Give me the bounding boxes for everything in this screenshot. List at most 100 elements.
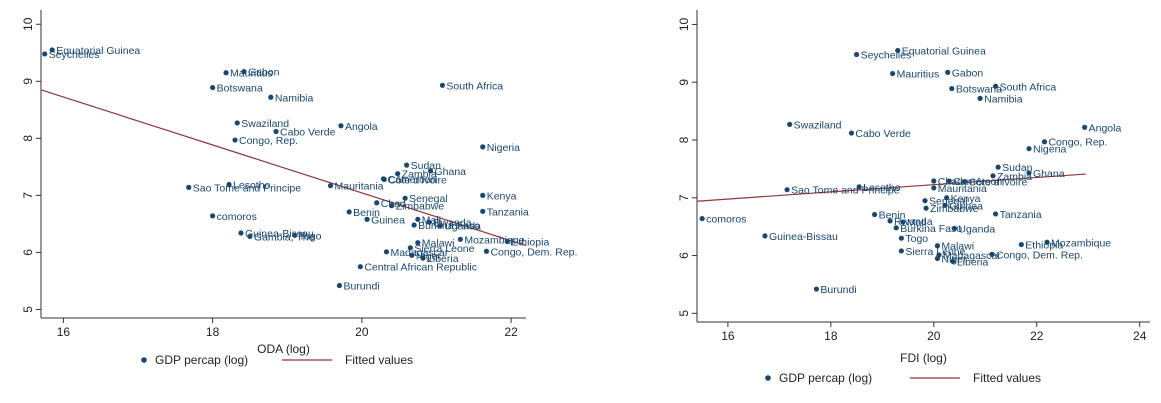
data-point	[234, 120, 240, 126]
point-label: Liberia	[957, 256, 989, 268]
data-point	[1044, 239, 1050, 245]
point-label: Congo, Rep.	[1048, 137, 1107, 149]
point-label: Sierra Leone	[414, 243, 474, 255]
x-tick-label: 22	[1030, 329, 1044, 343]
data-point	[1018, 241, 1024, 248]
point-label: Sudan	[1002, 162, 1033, 174]
data-point	[411, 222, 417, 228]
point-label: Angola	[345, 121, 378, 133]
y-tick-label: 10	[21, 17, 35, 31]
point-label: Malawi	[941, 241, 974, 253]
point-label: Burkina Faso	[418, 220, 480, 232]
data-point	[381, 176, 387, 182]
data-point	[942, 202, 948, 208]
data-point	[407, 245, 413, 251]
data-point	[223, 70, 229, 76]
data-point	[995, 164, 1001, 170]
y-tick-label: 9	[677, 79, 691, 86]
data-point	[336, 282, 343, 289]
data-point	[989, 251, 995, 257]
y-tick-label: 5	[21, 306, 35, 313]
y-tick-label: 8	[21, 135, 35, 142]
point-label: Swaziland	[241, 118, 289, 130]
legend-label-fit: Fitted values	[345, 353, 413, 367]
legend-label-fit: Fitted values	[973, 371, 1041, 385]
point-label: Mauritius	[230, 68, 273, 80]
point-label: Guinea-Bissau	[769, 231, 838, 243]
data-point	[931, 185, 937, 191]
x-tick-label: 20	[355, 325, 369, 339]
point-label: Equatorial Guinea	[56, 45, 140, 57]
y-tick-label: 6	[677, 252, 691, 259]
point-label: Tanzania	[487, 206, 529, 218]
fitted-line	[696, 173, 1086, 202]
point-label: Burkina Faso	[900, 223, 962, 235]
point-label: Guinea-Bissau	[245, 228, 314, 240]
data-point	[186, 184, 192, 190]
data-point	[439, 82, 446, 88]
point-label: Zambia	[402, 169, 437, 181]
data-point	[934, 243, 940, 249]
point-label: Ethiopia	[511, 237, 549, 249]
point-label: Ghana	[1033, 168, 1065, 180]
data-point	[268, 94, 274, 100]
point-label: Gabon	[952, 67, 984, 79]
data-point	[699, 215, 705, 222]
point-label: Kenya	[487, 190, 517, 202]
point-label: Sierra Leone	[905, 246, 965, 258]
data-point	[895, 47, 901, 54]
point-label: Côte d'Ivoire	[388, 174, 447, 186]
point-label: Mozambique	[1051, 237, 1111, 249]
point-label: Mali	[422, 214, 441, 226]
point-label: Mauritius	[897, 69, 940, 81]
data-point	[420, 255, 426, 261]
point-label: Seychelles	[49, 49, 100, 61]
legend-marker-points	[141, 357, 147, 363]
point-label: comoros	[706, 214, 746, 226]
point-label: Uganda	[958, 223, 995, 235]
legend-label-points: GDP percap (log)	[155, 353, 248, 367]
chart-panel-1: 5 6 7 8 9 10 16 18 20 22 ODA (log) Equatorial Guine…	[21, 10, 577, 367]
data-point	[480, 208, 486, 214]
point-label: Namibia	[275, 92, 314, 104]
point-label: comoros	[217, 211, 257, 223]
point-label: Seychelles	[861, 49, 912, 61]
data-point	[944, 195, 950, 201]
data-point	[949, 85, 955, 92]
data-point	[871, 211, 878, 218]
data-point	[364, 216, 370, 222]
point-label: Cameroon	[387, 174, 436, 186]
point-label: Burundi	[820, 284, 856, 296]
point-label: Madagascar	[943, 250, 1001, 262]
data-point	[848, 130, 855, 136]
data-point	[945, 69, 951, 75]
data-point	[426, 219, 432, 225]
point-label: Mali	[907, 217, 926, 229]
data-point	[923, 205, 929, 211]
data-point	[457, 236, 463, 242]
data-point	[992, 211, 999, 217]
point-label: Ghana	[434, 166, 466, 178]
y-tick-label: 5	[677, 310, 691, 317]
x-tick-label: 22	[504, 325, 518, 339]
point-label: Equatorial Guinea	[902, 45, 986, 57]
point-label: Rwanda	[894, 216, 933, 228]
point-label: Tanzania	[1000, 209, 1042, 221]
data-point	[210, 213, 216, 219]
data-point	[402, 195, 408, 201]
data-point	[483, 248, 490, 254]
point-label: Botswana	[217, 83, 263, 95]
data-point	[357, 264, 363, 270]
data-point	[951, 225, 957, 231]
point-label: South Africa	[1000, 81, 1057, 93]
data-point	[856, 184, 862, 190]
point-label: Togo	[299, 230, 322, 242]
point-label: Sao Tome and Principe	[193, 182, 302, 194]
data-point	[890, 70, 896, 77]
y-tick-label: 10	[677, 17, 691, 31]
data-point	[292, 232, 298, 238]
point-label: Burundi	[343, 280, 379, 292]
data-point	[415, 240, 421, 246]
point-label: Madagascar	[390, 247, 448, 259]
data-point	[787, 121, 793, 127]
